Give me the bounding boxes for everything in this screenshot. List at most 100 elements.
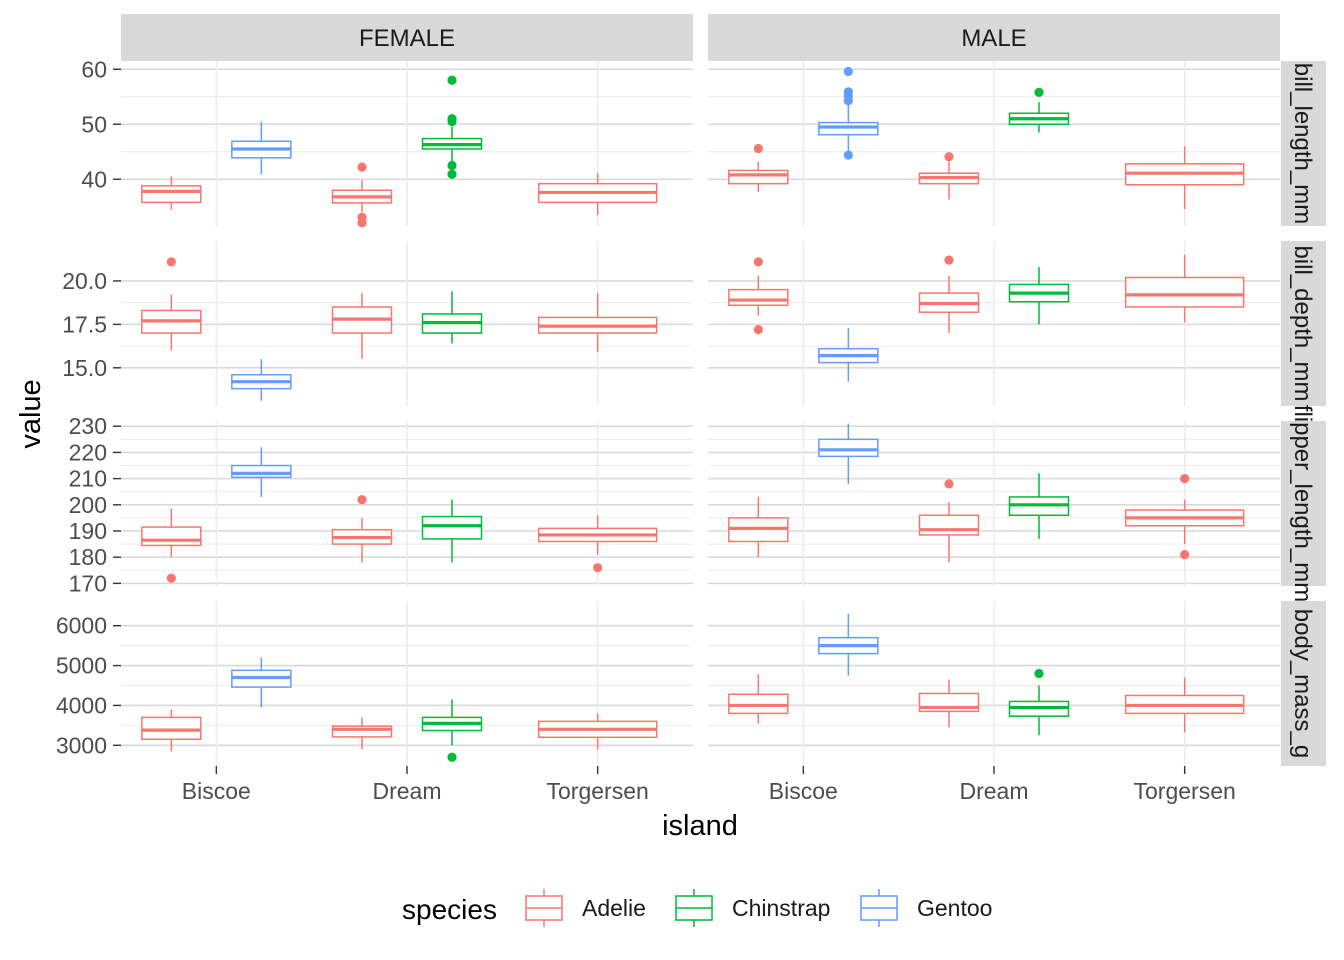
facet-strips: bill_length_mm bill_depth_mm flipper_lengt… xyxy=(121,14,1326,766)
boxplot xyxy=(537,293,658,353)
outlier-point xyxy=(944,479,954,489)
boxplot xyxy=(1124,254,1245,323)
outlier-point xyxy=(753,257,763,267)
box xyxy=(728,288,789,307)
x-tick-label: Dream xyxy=(959,778,1028,804)
boxplot xyxy=(421,699,483,762)
boxplot xyxy=(728,496,789,558)
row-strip-label: body_mass_g xyxy=(1289,609,1316,758)
legend-label: Gentoo xyxy=(917,895,992,921)
legend-label: Adelie xyxy=(582,895,646,921)
y-tick-label: 6000 xyxy=(56,613,107,639)
boxplot xyxy=(421,291,483,344)
outlier-point xyxy=(447,116,457,127)
boxplot xyxy=(331,293,393,360)
box xyxy=(818,121,879,136)
legend-entry: Gentoo xyxy=(860,889,992,927)
boxplot xyxy=(537,515,658,573)
boxplot xyxy=(1008,473,1070,539)
box xyxy=(421,515,483,540)
box xyxy=(141,185,202,204)
y-axis-title: value xyxy=(15,379,47,448)
boxplot xyxy=(537,173,658,215)
outlier-point xyxy=(447,752,457,762)
boxplot xyxy=(231,121,292,175)
row-strip-label: flipper_length_mm xyxy=(1289,405,1316,602)
boxplot xyxy=(421,499,483,563)
row-strip-label: bill_length_mm xyxy=(1289,63,1316,224)
boxplot xyxy=(141,709,202,752)
outlier-point xyxy=(944,152,954,162)
boxplot xyxy=(231,657,292,708)
x-tick-labels: Biscoe Dream Torgersen Biscoe Dream Torgersen xyxy=(182,766,1236,804)
boxplot xyxy=(1008,267,1070,325)
boxplot xyxy=(141,176,202,210)
outlier-point xyxy=(357,494,367,505)
x-tick-label: Dream xyxy=(372,778,441,804)
legend: species Adelie Chinstrap Gentoo xyxy=(402,889,992,927)
x-axis-title: island xyxy=(662,810,738,842)
boxplot xyxy=(1008,668,1070,736)
boxplot xyxy=(918,255,980,334)
boxplot xyxy=(1008,87,1070,133)
y-tick-label: 50 xyxy=(81,111,107,137)
y-tick-label: 170 xyxy=(69,570,107,596)
y-tick-label: 3000 xyxy=(56,732,107,758)
column-strip-label: FEMALE xyxy=(359,25,455,52)
boxplot xyxy=(231,447,292,497)
x-tick-label: Torgersen xyxy=(1134,778,1236,804)
column-strip xyxy=(121,14,693,61)
y-tick-label: 20.0 xyxy=(62,268,107,294)
boxplot xyxy=(421,75,483,179)
boxplot xyxy=(818,66,879,160)
boxplot xyxy=(918,679,980,728)
x-tick-label: Biscoe xyxy=(769,778,838,804)
row-strip xyxy=(1281,241,1326,406)
row-strip xyxy=(1281,421,1326,586)
boxplot xyxy=(1124,677,1245,733)
box xyxy=(918,514,980,536)
legend-label: Chinstrap xyxy=(732,895,830,921)
box xyxy=(331,725,393,738)
box xyxy=(141,716,202,741)
boxplot xyxy=(141,508,202,583)
y-tick-label: 5000 xyxy=(56,653,107,679)
y-tick-label: 210 xyxy=(69,466,107,492)
row-strip xyxy=(1281,601,1326,766)
legend-title: species xyxy=(402,894,497,925)
y-tick-label: 220 xyxy=(69,439,107,465)
box xyxy=(141,526,202,547)
y-tick-label: 230 xyxy=(69,413,107,439)
boxplot xyxy=(818,327,879,382)
boxplot xyxy=(918,152,980,200)
outlier-point xyxy=(357,162,367,172)
outlier-point xyxy=(753,324,763,335)
panels xyxy=(121,61,1280,766)
legend-entry: Chinstrap xyxy=(675,889,830,927)
boxplot xyxy=(331,717,393,750)
y-tick-label: 180 xyxy=(69,544,107,570)
column-strip xyxy=(708,14,1280,61)
boxplot xyxy=(537,713,658,750)
outlier-point xyxy=(447,75,457,85)
boxplot xyxy=(231,359,292,401)
boxplot xyxy=(331,162,393,228)
outlier-point xyxy=(1034,668,1044,679)
boxplot xyxy=(818,613,879,676)
column-strip-label: MALE xyxy=(961,25,1026,52)
outlier-point xyxy=(357,218,367,228)
outlier-point xyxy=(447,169,457,179)
row-strip-label: bill_depth_mm xyxy=(1289,245,1316,401)
outlier-point xyxy=(843,96,853,106)
boxplot xyxy=(728,674,789,724)
outlier-point xyxy=(1034,87,1044,97)
outlier-point xyxy=(593,563,603,573)
outlier-point xyxy=(1180,549,1190,560)
boxplot xyxy=(728,257,789,335)
boxplot xyxy=(141,257,202,351)
boxplot xyxy=(1124,146,1245,209)
outlier-point xyxy=(753,143,763,154)
y-tick-label: 200 xyxy=(69,492,107,518)
boxplot xyxy=(331,494,393,563)
